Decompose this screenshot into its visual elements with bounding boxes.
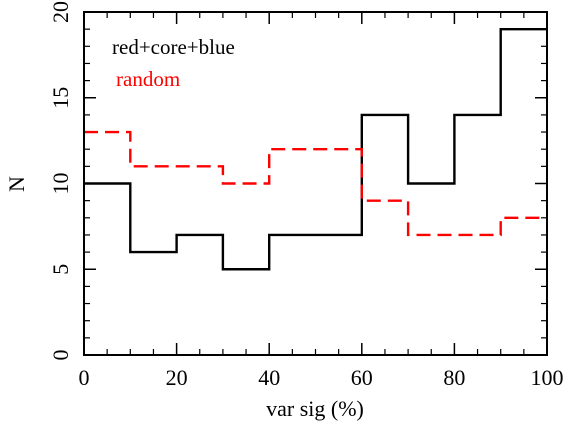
x-tick-label: 20 xyxy=(166,365,188,390)
x-tick-label: 40 xyxy=(258,365,280,390)
y-tick-label: 0 xyxy=(48,350,73,361)
series-1-step-line xyxy=(84,27,547,271)
y-tick-label: 10 xyxy=(48,173,73,195)
axis-ticks xyxy=(83,11,548,356)
y-tick-label: 15 xyxy=(48,87,73,109)
y-tick-label: 5 xyxy=(48,264,73,275)
legend-series-1: red+core+blue xyxy=(112,35,235,59)
series-layer xyxy=(84,27,547,271)
series-2-step-line xyxy=(84,130,547,237)
x-axis-label: var sig (%) xyxy=(266,396,364,421)
x-tick-label: 60 xyxy=(351,365,373,390)
x-tick-label: 100 xyxy=(531,365,564,390)
x-tick-label: 0 xyxy=(79,365,90,390)
plot-frame xyxy=(83,11,548,356)
y-tick-label: 20 xyxy=(48,1,73,23)
x-tick-label: 80 xyxy=(443,365,465,390)
legend-series-2: random xyxy=(116,67,180,91)
tick-labels: 0 20 40 60 80 100 0 5 10 15 20 xyxy=(48,1,564,390)
y-axis-label: N xyxy=(4,176,29,192)
